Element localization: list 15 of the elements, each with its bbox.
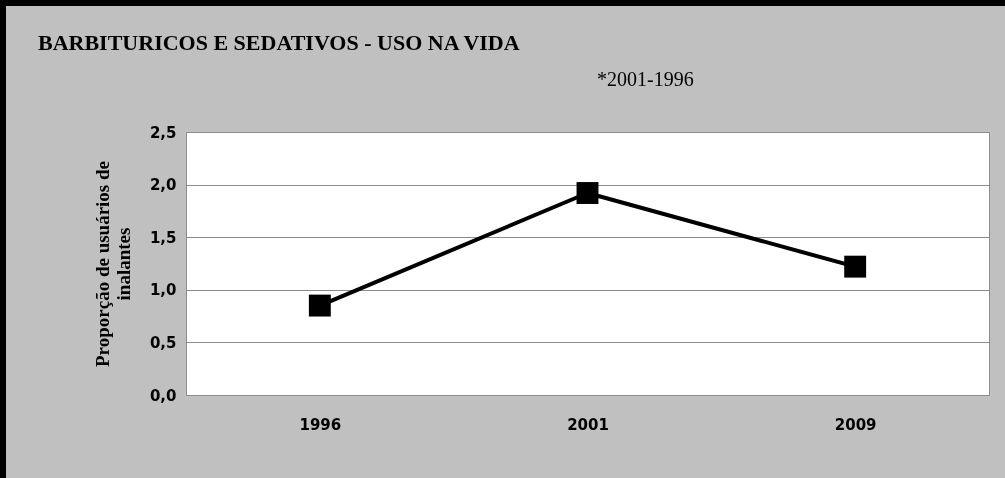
y-axis-title: Proporção de usuários de inalantes — [91, 160, 134, 368]
point — [576, 182, 599, 204]
y-tick-label: 0,0 — [149, 386, 177, 405]
chart-subtitle: *2001-1996 — [597, 68, 694, 91]
x-tick-label: 2001 — [567, 415, 609, 434]
y-tick-label: 1,0 — [149, 281, 177, 300]
x-tick-label: 2009 — [834, 415, 877, 434]
y-tick-label: 2,0 — [149, 176, 177, 195]
x-tick-label: 1996 — [299, 415, 342, 434]
point — [308, 294, 331, 317]
y-tick-label: 0,5 — [149, 333, 177, 352]
chart-title: BARBITURICOS E SEDATIVOS - USO NA VIDA — [38, 30, 520, 56]
y-tick-label: 2,5 — [149, 123, 177, 142]
point — [844, 255, 867, 278]
y-tick-label: 1,5 — [149, 228, 177, 247]
